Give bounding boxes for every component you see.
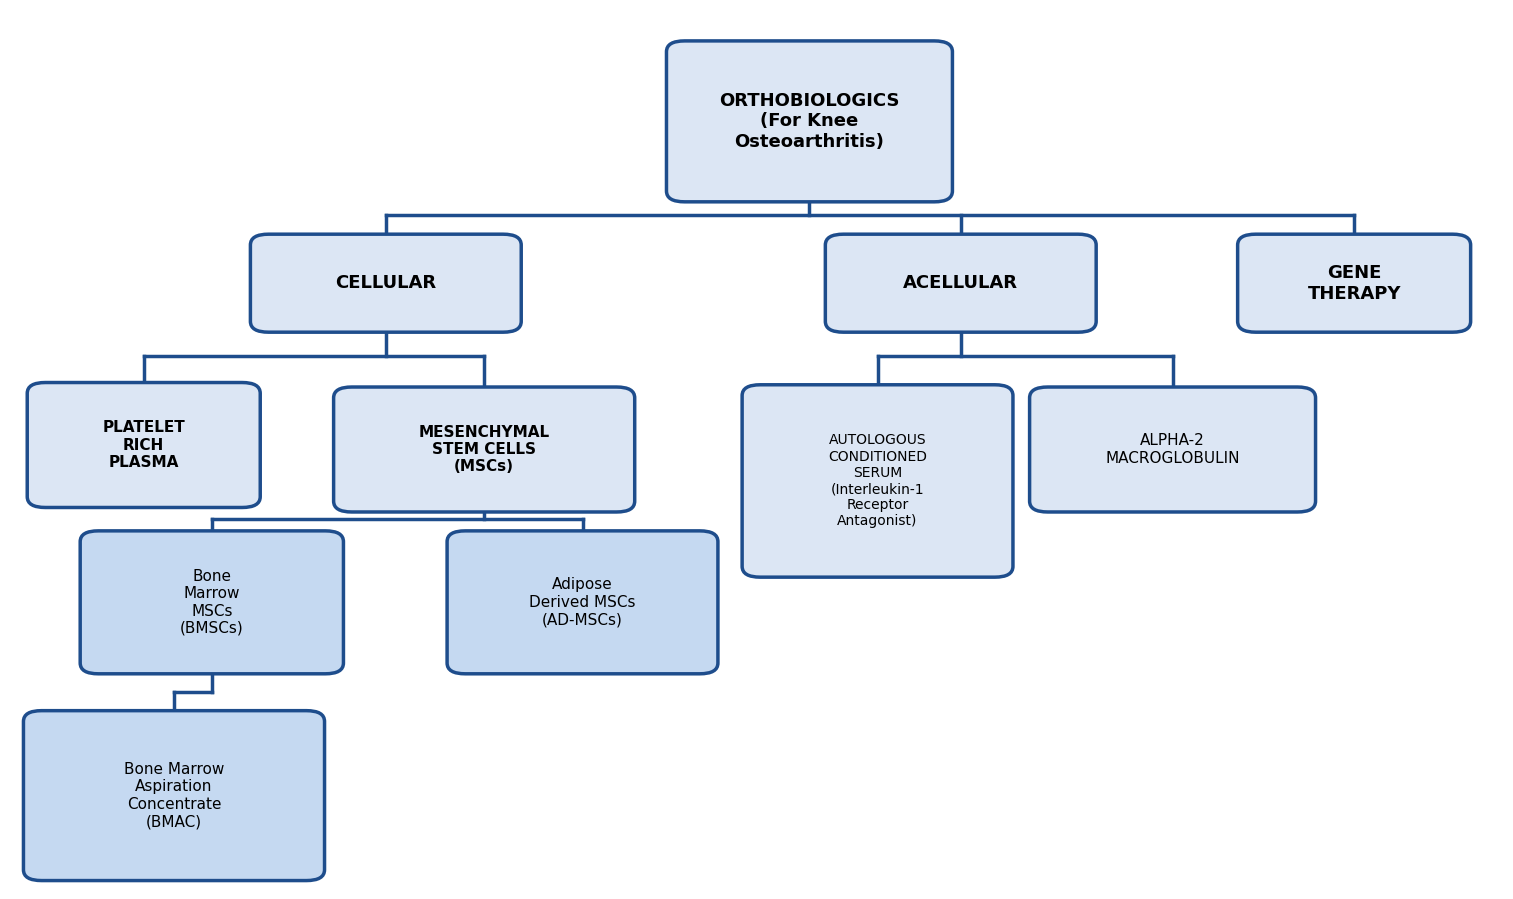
FancyBboxPatch shape xyxy=(1238,234,1471,332)
FancyBboxPatch shape xyxy=(826,234,1095,332)
Text: GENE
THERAPY: GENE THERAPY xyxy=(1307,263,1401,303)
Text: MESENCHYMAL
STEM CELLS
(MSCs): MESENCHYMAL STEM CELLS (MSCs) xyxy=(419,424,549,475)
Text: ACELLULAR: ACELLULAR xyxy=(903,274,1018,292)
Text: PLATELET
RICH
PLASMA: PLATELET RICH PLASMA xyxy=(103,420,185,470)
Text: Adipose
Derived MSCs
(AD-MSCs): Adipose Derived MSCs (AD-MSCs) xyxy=(530,577,635,628)
FancyBboxPatch shape xyxy=(80,530,343,674)
FancyBboxPatch shape xyxy=(333,387,634,512)
Text: Bone
Marrow
MSCs
(BMSCs): Bone Marrow MSCs (BMSCs) xyxy=(180,569,244,636)
Text: ORTHOBIOLOGICS
(For Knee
Osteoarthritis): ORTHOBIOLOGICS (For Knee Osteoarthritis) xyxy=(719,92,900,151)
Text: AUTOLOGOUS
CONDITIONED
SERUM
(Interleukin-1
Receptor
Antagonist): AUTOLOGOUS CONDITIONED SERUM (Interleuki… xyxy=(828,433,927,529)
FancyBboxPatch shape xyxy=(27,383,260,507)
FancyBboxPatch shape xyxy=(741,385,1014,577)
FancyBboxPatch shape xyxy=(666,41,952,202)
FancyBboxPatch shape xyxy=(250,234,520,332)
FancyBboxPatch shape xyxy=(1029,387,1315,512)
FancyBboxPatch shape xyxy=(24,710,324,881)
FancyBboxPatch shape xyxy=(448,530,717,674)
Text: CELLULAR: CELLULAR xyxy=(336,274,436,292)
Text: Bone Marrow
Aspiration
Concentrate
(BMAC): Bone Marrow Aspiration Concentrate (BMAC… xyxy=(124,762,224,829)
Text: ALPHA-2
MACROGLOBULIN: ALPHA-2 MACROGLOBULIN xyxy=(1106,433,1239,466)
